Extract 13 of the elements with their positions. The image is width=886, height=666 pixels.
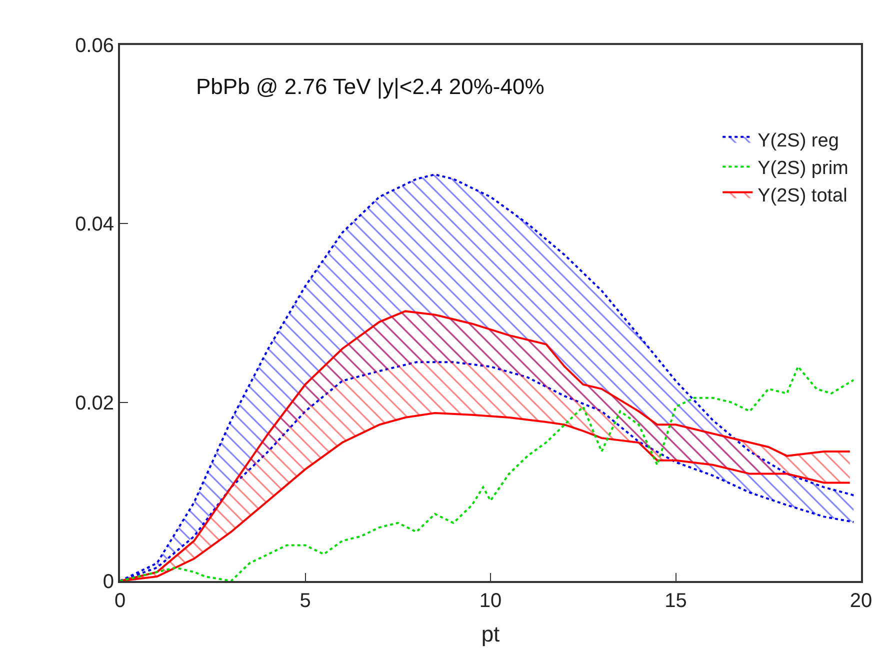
legend-label: Υ(2S) prim (758, 158, 848, 179)
legend-label: Υ(2S) total (758, 186, 848, 207)
annotation: PbPb @ 2.76 TeV |y|<2.4 20%-40% (196, 74, 544, 99)
legend-label: Υ(2S) reg (758, 130, 839, 152)
x-axis-title: pt (481, 621, 500, 646)
y-tick-label: 0.02 (75, 392, 114, 414)
y-tick-label: 0 (102, 571, 114, 593)
x-tick-label: 10 (479, 590, 502, 612)
y-tick-label: 0.04 (75, 214, 114, 236)
x-tick-label: 20 (850, 590, 872, 612)
x-tick-label: 5 (300, 590, 311, 612)
y-tick-label: 0.06 (75, 35, 114, 57)
x-tick-label: 15 (664, 590, 687, 612)
